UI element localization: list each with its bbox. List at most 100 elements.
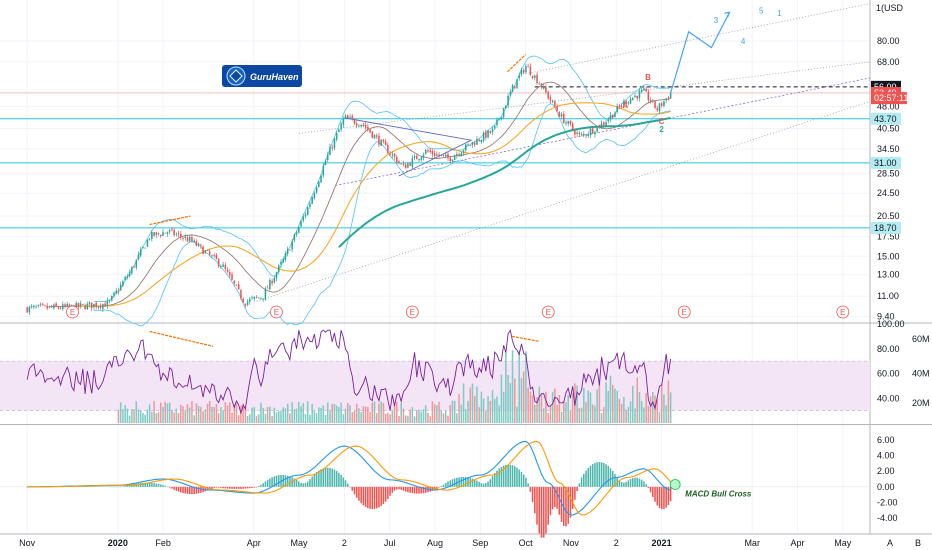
- macd-histogram-bar: [86, 486, 89, 487]
- candle-body: [329, 146, 331, 156]
- macd-histogram-bar: [186, 486, 189, 494]
- volume-bar: [373, 401, 376, 423]
- candle-body: [213, 255, 215, 257]
- candle-body: [264, 288, 267, 300]
- macd-histogram-bar: [295, 479, 298, 487]
- candle-body: [496, 119, 498, 126]
- volume-bar: [536, 397, 538, 423]
- candle-body: [86, 303, 89, 310]
- volume-bar: [507, 375, 509, 423]
- macd-histogram-bar: [97, 486, 100, 487]
- volume-bar: [485, 410, 487, 423]
- volume-bar: [660, 384, 663, 423]
- macd-histogram-bar: [465, 477, 467, 487]
- macd-histogram-bar: [284, 475, 287, 487]
- volume-bar: [382, 402, 385, 423]
- volume-bar: [159, 402, 162, 423]
- volume-bar: [525, 351, 527, 423]
- macd-histogram: [26, 461, 672, 538]
- candle-body: [351, 115, 354, 119]
- macd-histogram-bar: [609, 468, 612, 487]
- macd-histogram-bar: [600, 462, 603, 487]
- volume-bar: [603, 407, 605, 423]
- volume-bar: [407, 415, 409, 423]
- volume-bar: [318, 407, 320, 423]
- candle-body: [28, 306, 31, 313]
- volume-bar: [616, 390, 618, 423]
- candle-body: [295, 232, 298, 235]
- macd-histogram-bar: [262, 483, 264, 487]
- price-divergence-line: [507, 54, 527, 73]
- candle-body: [583, 133, 585, 135]
- time-axis-tick: May: [834, 538, 852, 548]
- candle-body: [645, 88, 647, 92]
- candle-body: [139, 249, 142, 256]
- macd-histogram-bar: [496, 470, 498, 487]
- candle-body: [398, 161, 400, 163]
- candle-body: [636, 95, 639, 99]
- candle-body: [513, 86, 516, 88]
- volume-bar: [171, 409, 173, 423]
- candle-body: [520, 69, 523, 75]
- volume-bar: [451, 400, 454, 423]
- candle-body: [68, 304, 71, 307]
- macd-histogram-bar: [516, 467, 518, 487]
- correction-label: C: [659, 117, 665, 126]
- candle-body: [33, 305, 35, 308]
- macd-histogram-bar: [391, 486, 394, 493]
- volume-bar: [347, 402, 349, 423]
- macd-histogram-bar: [175, 486, 178, 491]
- candle-body: [26, 307, 28, 313]
- candle-body: [88, 302, 91, 305]
- macd-histogram-bar: [416, 486, 418, 494]
- volume-bar: [652, 392, 654, 423]
- volume-bar: [231, 412, 233, 423]
- macd-histogram-bar: [188, 486, 191, 495]
- volume-bar: [340, 402, 342, 423]
- macd-histogram-bar: [567, 486, 569, 524]
- volume-bar: [516, 406, 518, 423]
- macd-histogram-bar: [431, 486, 434, 491]
- macd-histogram-bar: [511, 465, 514, 487]
- volume-bar: [289, 413, 291, 423]
- candle-body: [131, 267, 133, 274]
- time-axis-tick: 2: [342, 538, 347, 548]
- volume-axis-tick: 40M: [912, 369, 930, 379]
- volume-bar: [193, 415, 195, 423]
- candle-body: [420, 157, 423, 160]
- candle-body: [46, 305, 49, 309]
- volume-bar: [175, 408, 178, 423]
- volume-bar: [583, 387, 585, 423]
- candle-body: [516, 79, 518, 89]
- candle-body: [322, 165, 325, 176]
- macd-histogram-bar: [88, 486, 91, 487]
- candle-body: [97, 306, 100, 308]
- macd-histogram-bar: [545, 486, 547, 534]
- macd-histogram-bar: [197, 486, 200, 494]
- candle-body: [355, 123, 358, 126]
- candle-body: [64, 304, 66, 307]
- candle-body: [151, 232, 153, 239]
- candle-body: [262, 298, 264, 300]
- candle-body: [148, 238, 151, 240]
- candle-body: [269, 280, 271, 290]
- volume-bar: [527, 387, 529, 423]
- candle-body: [358, 125, 360, 127]
- candle-body: [545, 87, 547, 93]
- candle-body: [507, 95, 509, 106]
- price-axis-tick: 17.50: [877, 231, 900, 241]
- macd-histogram-bar: [440, 486, 443, 487]
- candle-body: [569, 120, 572, 125]
- macd-axis: 6.00 4.00 2.00 0.00 -2.00 -4.00: [877, 435, 898, 523]
- price-divergence-line: [149, 215, 191, 226]
- time-axis-tick: Sep: [472, 538, 488, 548]
- volume-bar: [596, 389, 598, 423]
- candle-body: [491, 128, 494, 133]
- candle-body: [215, 254, 218, 260]
- candle-body: [142, 246, 144, 249]
- volume-bar: [540, 394, 543, 423]
- macd-histogram-bar: [471, 478, 474, 487]
- macd-histogram-bar: [351, 486, 354, 491]
- volume-bar: [362, 406, 365, 423]
- macd-histogram-bar: [473, 479, 476, 487]
